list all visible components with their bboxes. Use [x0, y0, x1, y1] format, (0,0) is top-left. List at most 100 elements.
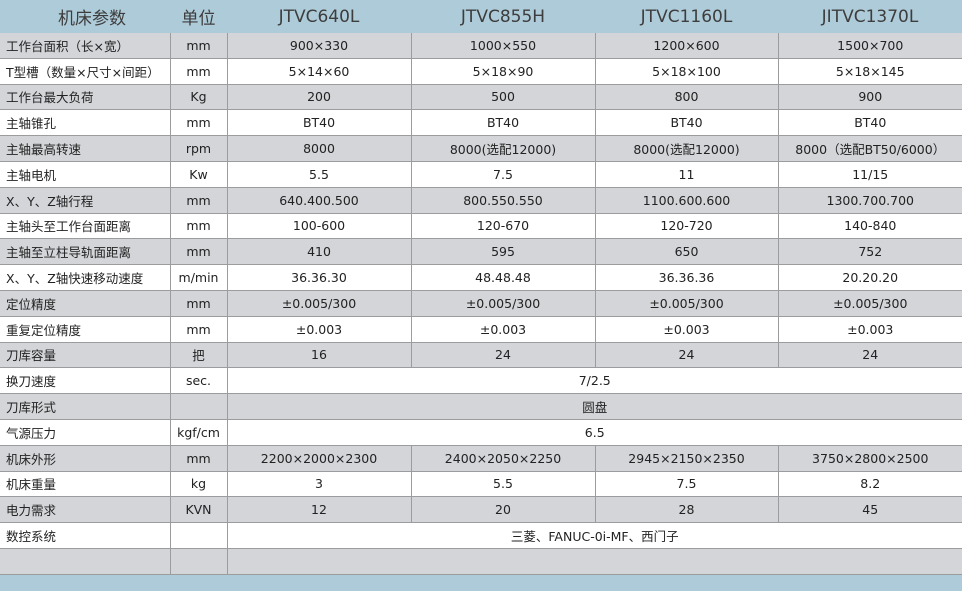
param-name: 主轴至立柱导轨面距离: [0, 238, 171, 266]
param-name: 工作台面积（长×宽）: [0, 33, 171, 59]
table-row: 主轴头至工作台面距离 mm 100-600 120-670 120-720 140-840: [0, 213, 962, 240]
param-unit: [170, 393, 228, 420]
param-value: 8000: [227, 135, 412, 162]
param-name: 机床外形: [0, 445, 171, 472]
param-value: 120-720: [595, 213, 779, 240]
param-unit: KVN: [170, 496, 228, 524]
param-unit: mm: [170, 187, 228, 214]
param-name: 工作台最大负荷: [0, 84, 171, 111]
param-unit: mm: [170, 109, 228, 137]
param-value: 48.48.48: [411, 264, 596, 291]
param-value: ±0.003: [778, 316, 962, 343]
header-model: JTVC1160L: [595, 0, 778, 33]
param-value: 200: [227, 84, 412, 111]
table-row: 机床重量 kg 3 5.5 7.5 8.2: [0, 471, 962, 498]
param-value: BT40: [411, 109, 596, 137]
param-unit: mm: [170, 316, 228, 343]
param-name: 电力需求: [0, 496, 171, 524]
spec-table-body: 工作台面积（长×宽） mm 900×330 1000×550 1200×600 1500×…: [0, 33, 962, 575]
param-value: 11: [595, 161, 779, 188]
param-value: 20: [411, 496, 596, 524]
param-value: 36.36.30: [227, 264, 412, 291]
param-value: 800: [595, 84, 779, 111]
header-param: 机床参数: [0, 0, 170, 33]
param-unit: rpm: [170, 135, 228, 162]
param-name: 气源压力: [0, 419, 171, 446]
param-value: ±0.003: [227, 316, 412, 343]
header-model: JTVC855H: [411, 0, 595, 33]
param-value: 24: [778, 342, 962, 369]
param-unit: sec.: [170, 367, 228, 395]
param-value: 7.5: [411, 161, 596, 188]
param-value: 1000×550: [411, 33, 596, 59]
param-name: 刀库容量: [0, 342, 171, 369]
param-name: 数控系统: [0, 522, 171, 549]
param-value: 900×330: [227, 33, 412, 59]
param-value: 5.5: [411, 471, 596, 498]
table-row: [0, 548, 962, 575]
param-value: 8000（选配BT50/6000）: [778, 135, 962, 162]
param-unit: mm: [170, 238, 228, 266]
param-value: ±0.003: [595, 316, 779, 343]
param-unit: Kw: [170, 161, 228, 188]
param-name: X、Y、Z轴快速移动速度: [0, 264, 171, 291]
param-unit: mm: [170, 445, 228, 472]
param-value: 45: [778, 496, 962, 524]
param-value: BT40: [227, 109, 412, 137]
param-unit: m/min: [170, 264, 228, 291]
param-name: 机床重量: [0, 471, 171, 498]
param-unit: mm: [170, 290, 228, 317]
param-value: 2200×2000×2300: [227, 445, 412, 472]
param-unit: 把: [170, 342, 228, 369]
param-value: 752: [778, 238, 962, 266]
param-value: 1300.700.700: [778, 187, 962, 214]
param-name: 重复定位精度: [0, 316, 171, 343]
param-value: 1200×600: [595, 33, 779, 59]
param-value: 800.550.550: [411, 187, 596, 214]
param-value-merged: 7/2.5: [227, 367, 962, 395]
table-row: X、Y、Z轴快速移动速度 m/min 36.36.30 48.48.48 36.36.3…: [0, 264, 962, 291]
param-name: 定位精度: [0, 290, 171, 317]
param-unit: kg: [170, 471, 228, 498]
table-row: X、Y、Z轴行程 mm 640.400.500 800.550.550 1100.600…: [0, 187, 962, 214]
param-value: 7.5: [595, 471, 779, 498]
param-name: 主轴头至工作台面距离: [0, 213, 171, 240]
param-value: 500: [411, 84, 596, 111]
param-value: 100-600: [227, 213, 412, 240]
param-value: 5×18×145: [778, 58, 962, 85]
param-value: 140-840: [778, 213, 962, 240]
param-unit: mm: [170, 58, 228, 85]
param-name: T型槽（数量×尺寸×间距）: [0, 58, 171, 85]
param-value: 595: [411, 238, 596, 266]
param-value: 24: [411, 342, 596, 369]
param-value: 2400×2050×2250: [411, 445, 596, 472]
table-row: 刀库容量把 16 24 24 24: [0, 342, 962, 369]
param-unit: mm: [170, 213, 228, 240]
param-value: 5×18×90: [411, 58, 596, 85]
param-unit: Kg: [170, 84, 228, 111]
table-row: 主轴电机 Kw 5.5 7.5 11 11/15: [0, 161, 962, 188]
param-name: [0, 548, 171, 575]
table-row: 换刀速度 sec. 7/2.5: [0, 367, 962, 395]
param-value: 1100.600.600: [595, 187, 779, 214]
table-row: 主轴锥孔 mm BT40 BT40 BT40 BT40: [0, 109, 962, 137]
param-value: 11/15: [778, 161, 962, 188]
header-unit: 单位: [170, 0, 227, 33]
param-value: 3750×2800×2500: [778, 445, 962, 472]
param-value-merged: 圆盘: [227, 393, 962, 420]
header-model: JTVC640L: [227, 0, 411, 33]
param-value: 24: [595, 342, 779, 369]
param-value: BT40: [595, 109, 779, 137]
param-value: 900: [778, 84, 962, 111]
param-value: 5×14×60: [227, 58, 412, 85]
param-value: 8.2: [778, 471, 962, 498]
param-value: ±0.003: [411, 316, 596, 343]
param-value: 120-670: [411, 213, 596, 240]
param-value: ±0.005/300: [595, 290, 779, 317]
param-value: ±0.005/300: [411, 290, 596, 317]
param-unit: kgf/cm: [170, 419, 228, 446]
param-value: 36.36.36: [595, 264, 779, 291]
param-value: 16: [227, 342, 412, 369]
header-model: JITVC1370L: [778, 0, 962, 33]
param-name: 主轴锥孔: [0, 109, 171, 137]
